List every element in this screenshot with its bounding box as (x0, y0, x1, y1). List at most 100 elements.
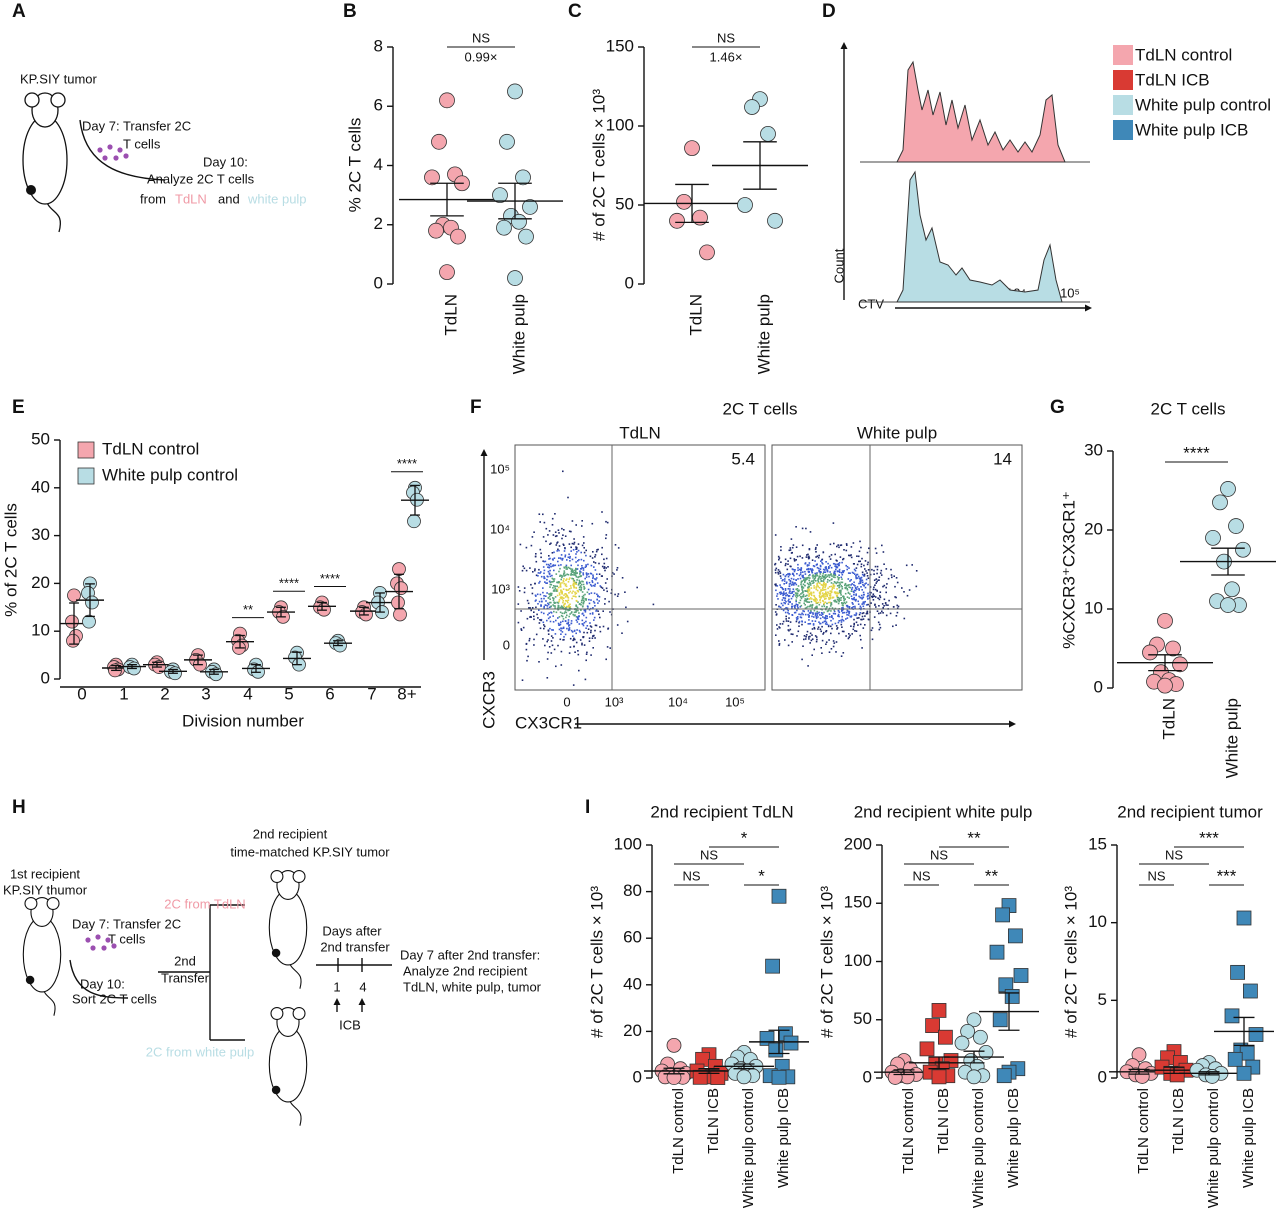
y-tick-label: 15 (1088, 834, 1107, 853)
event-dot (577, 653, 580, 656)
event-dot (582, 573, 585, 576)
y-tick-label: 150 (844, 893, 872, 912)
data-point (995, 907, 1010, 923)
event-dot (840, 621, 843, 623)
event-dot (517, 603, 520, 605)
event-dot (805, 636, 807, 638)
event-dot (533, 531, 535, 533)
events (517, 470, 655, 686)
event-dot (785, 618, 787, 620)
event-dot (605, 534, 608, 536)
event-dot (567, 581, 570, 583)
event-dot (830, 591, 833, 593)
event-dot (823, 571, 825, 573)
event-dot (804, 590, 806, 592)
event-dot (538, 600, 541, 603)
event-dot (822, 563, 824, 565)
event-dot (827, 610, 829, 612)
event-dot (801, 612, 803, 615)
mouse-ear (292, 1006, 306, 1021)
quadrant-value: 5.4 (731, 449, 755, 468)
event-dot (810, 611, 812, 613)
event-dot (808, 619, 810, 621)
y-tick-label: 0 (1098, 1067, 1107, 1086)
data-point (966, 1012, 982, 1028)
event-dot (577, 584, 580, 586)
event-dot (581, 525, 583, 527)
event-dot (553, 602, 556, 604)
event-dot (832, 576, 835, 578)
event-dot (841, 612, 844, 614)
event-dot (814, 577, 817, 579)
event-dot (823, 611, 825, 614)
event-dot (785, 600, 787, 603)
y-axis-label: % 2C T cells (345, 118, 364, 213)
event-dot (787, 588, 790, 590)
event-dot (809, 568, 812, 570)
event-dot (878, 598, 881, 601)
data-point (992, 1012, 1008, 1028)
event-dot (804, 598, 806, 600)
event-dot (551, 558, 554, 560)
event-dot (604, 598, 606, 600)
event-dot (565, 611, 568, 614)
event-dot (823, 578, 825, 581)
data-point (431, 133, 447, 150)
x-tick-label: 0 (563, 694, 570, 709)
x-tick-label: 4 (243, 684, 252, 703)
event-dot (546, 582, 548, 584)
event-dot (856, 588, 858, 590)
event-dot (859, 582, 862, 584)
event-dot (778, 557, 781, 559)
event-dot (820, 595, 823, 598)
event-dot (568, 530, 571, 533)
event-dot (881, 610, 883, 613)
event-dot (566, 600, 568, 602)
event-dot (832, 522, 835, 524)
event-dot (781, 623, 784, 625)
event-dot (838, 620, 840, 622)
event-dot (549, 563, 552, 565)
event-dot (832, 640, 835, 642)
event-dot (561, 592, 563, 594)
event-dot (817, 585, 820, 588)
event-dot (845, 618, 847, 620)
event-dot (573, 573, 575, 576)
event-dot (560, 614, 563, 617)
event-dot (806, 597, 809, 600)
event-dot (799, 577, 802, 580)
cell-dot (95, 934, 101, 940)
event-dot (789, 590, 791, 592)
event-dot (874, 547, 877, 550)
event-dot (846, 617, 849, 619)
legend-label: White pulp ICB (1135, 120, 1248, 139)
event-dot (585, 554, 587, 557)
event-dot (576, 621, 579, 623)
event-dot (789, 628, 792, 631)
event-dot (811, 628, 814, 630)
event-dot (521, 569, 524, 572)
event-dot (606, 646, 609, 648)
event-dot (564, 602, 566, 605)
event-dot (807, 605, 809, 608)
event-dot (813, 587, 815, 589)
arrow-head (1009, 720, 1016, 728)
panel-letter: H (12, 797, 26, 818)
event-dot (784, 599, 786, 601)
data-point (1157, 612, 1173, 629)
event-dot (837, 615, 839, 617)
data-point (1236, 910, 1252, 926)
event-dot (891, 576, 893, 579)
event-dot (543, 607, 545, 609)
event-dot (849, 554, 851, 557)
event-dot (562, 620, 564, 623)
event-dot (796, 573, 798, 575)
event-dot (801, 580, 803, 582)
event-dot (840, 544, 843, 546)
event-dot (557, 606, 559, 608)
event-dot (575, 561, 577, 563)
event-dot (824, 623, 827, 625)
event-dot (588, 581, 591, 584)
event-dot (546, 592, 548, 594)
data-point (760, 125, 776, 142)
